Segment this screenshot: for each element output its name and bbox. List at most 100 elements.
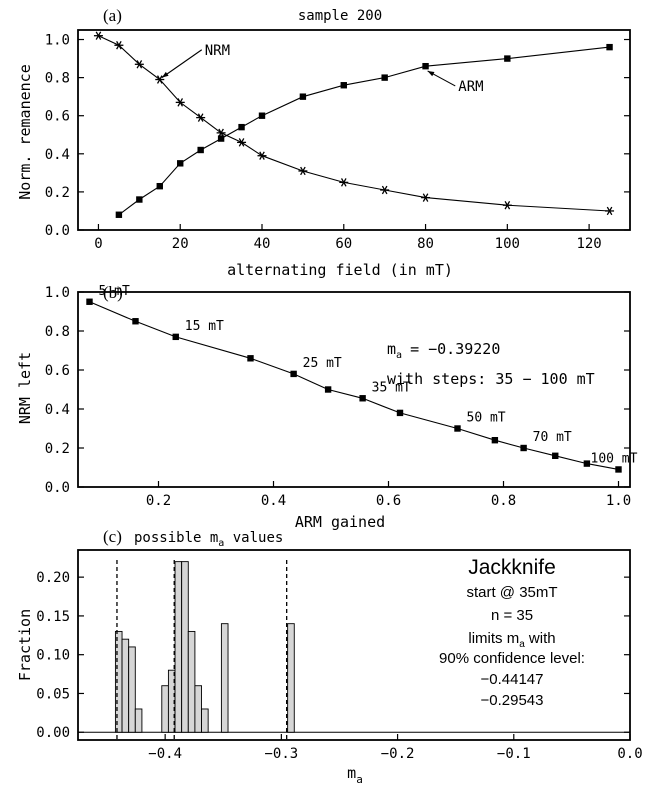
a-NRM-point-7 [237,138,247,147]
a-ytick-label-5: 1.0 [45,33,70,49]
jackknife-confidence: 90% confidence level: [439,650,585,667]
a-ARM-point-9 [340,82,347,89]
panel-b-y-label: NRM left [16,352,34,424]
panel-c-frame [77,549,631,741]
a-ARM-point-6 [238,123,245,131]
b-point-label-4: 50 mT [467,411,506,426]
b-point-10 [520,444,527,452]
a-xtick-label-4: 80 [417,236,434,252]
jackknife-n: n = 35 [491,607,533,624]
b-ytick-label-2: 0.4 [45,402,70,418]
panel-a: (a) sample 200 0.0 0.2 0.4 0.6 0.8 1.0 0 20 40 6… [16,6,631,279]
c-bar-1 [121,638,130,733]
b-series-line [89,301,619,470]
a-xtick-label-2: 40 [254,236,271,252]
b-xtick-label-1: 0.4 [261,493,286,509]
a-NRM-point-13 [502,201,512,210]
a-ytick-label-2: 0.4 [45,147,70,163]
panel-a-frame [77,29,631,231]
b-point-8 [454,425,461,432]
panel-b-series [86,298,622,473]
c-bar-8 [187,630,196,733]
jackknife-upper-limit: −0.29543 [481,692,544,709]
a-annotation-NRM: NRM [205,43,230,59]
a-ARM-point-12 [504,55,511,62]
slope-steps: with steps: 35 − 100 mT [387,370,595,388]
b-ytick-label-0: 0.0 [45,480,70,496]
a-NRM-point-14 [605,206,615,216]
jackknife-heading: Jackknife [468,556,556,579]
panel-a-y-label: Norm. remanence [16,64,34,199]
a-NRM-point-12 [421,193,431,202]
asterisk-stroke [300,166,306,176]
c-bar-10 [201,708,209,733]
c-ytick-label-4: 0.20 [36,570,70,586]
asterisk-stroke [177,98,184,107]
b-point-label-0: 5 mT [99,284,130,299]
b-point-11 [552,452,559,459]
panel-b-frame [77,291,631,488]
a-NRM-point-11 [380,185,390,195]
b-point-6 [359,395,366,402]
asterisk-stroke [340,178,347,187]
a-ytick-label-4: 0.8 [45,71,70,87]
jackknife-lower-limit: −0.44147 [481,671,544,688]
panel-a-x-label: alternating field (in mT) [227,261,453,279]
a-ARM-point-5 [217,135,225,142]
asterisk-stroke [238,138,245,147]
a-annotation-arrowhead-NRM [161,71,169,78]
a-ARM-point-1 [136,196,143,203]
a-ytick-label-0: 0.0 [45,223,70,239]
c-xtick-label-2: −0.2 [381,746,415,762]
a-series-line-ARM [118,46,610,216]
panel-c: (c) possible ma values 0.000.050.100.150… [16,527,643,786]
a-xtick-label-5: 100 [495,236,520,252]
a-annotation-arrowhead-ARM [427,70,435,77]
panel-c-x-ticks: −0.4 −0.3 −0.2 −0.1 0.0 [148,734,643,762]
slope-symbol: m [387,340,396,358]
b-xtick-label-2: 0.6 [376,493,401,509]
c-bar-12 [287,623,295,733]
a-series-line-NRM [98,35,610,212]
c-xtick-label-0: −0.4 [148,746,182,762]
a-xtick-label-3: 60 [335,236,352,252]
b-point-13 [615,466,622,473]
asterisk-stroke [197,113,204,122]
panel-a-y-ticks: 0.0 0.2 0.4 0.6 0.8 1.0 [45,33,630,239]
a-NRM-point-0 [93,31,103,40]
a-NRM-point-8 [257,151,267,160]
a-NRM-point-4 [175,98,185,107]
a-ARM-point-4 [197,146,204,154]
panel-a-title: sample 200 [298,8,382,24]
c-ytick-label-2: 0.10 [36,648,70,664]
c-bar-3 [134,708,143,733]
a-ARM-point-11 [422,62,429,70]
a-NRM-point-5 [196,113,206,122]
b-point-label-3: 35 mT [372,380,411,395]
panel-c-y-label: Fraction [16,609,34,681]
panel-b-slope-info: ma = −0.39220 with steps: 35 − 100 mT [387,340,595,388]
panel-c-tag: (c) [103,527,122,546]
panel-c-dashed-lines [116,560,288,740]
panel-b: (b) 0.00.20.40.60.81.0 0.2 0.4 0.6 0.8 1.0 5… [16,283,638,531]
asterisk-stroke [116,41,122,50]
svg-text:ma= −0.39220: ma = −0.39220 [387,340,500,361]
a-ARM-point-2 [156,182,163,190]
c-xtick-label-3: −0.1 [497,746,531,762]
b-xtick-label-4: 1.0 [606,493,631,509]
panel-c-bars [114,561,295,733]
panel-c-y-ticks: 0.00 0.05 0.10 0.15 0.20 [36,570,630,741]
a-ARM-point-0 [115,211,123,218]
a-NRM-point-10 [339,178,349,187]
b-ytick-label-3: 0.6 [45,363,70,379]
b-point-7 [396,409,404,417]
c-ytick-label-3: 0.15 [36,609,70,625]
b-point-label-1: 15 mT [185,319,224,334]
asterisk-stroke [381,185,388,195]
a-NRM-point-3 [155,75,165,84]
b-point-5 [324,386,332,393]
c-bar-11 [220,623,229,733]
a-ARM-point-8 [299,93,307,100]
asterisk-stroke [422,193,429,202]
